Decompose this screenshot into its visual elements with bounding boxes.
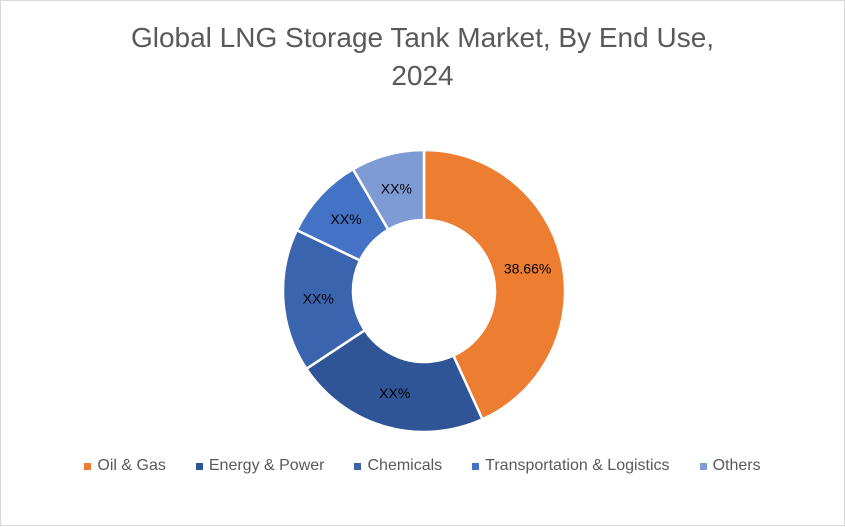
data-label: XX% <box>303 290 334 306</box>
data-label: XX% <box>381 181 412 197</box>
chart-title-line-1: Global LNG Storage Tank Market, By End U… <box>130 22 715 53</box>
legend-item: Energy & Power <box>195 457 325 475</box>
legend-swatch <box>354 462 362 470</box>
legend-label: Oil & Gas <box>97 457 166 474</box>
chart-title-line-2: 2024 <box>391 60 454 91</box>
legend-swatch <box>472 462 480 470</box>
legend-label: Energy & Power <box>208 457 325 474</box>
legend-label: Chemicals <box>367 457 443 474</box>
legend-swatch <box>195 462 203 470</box>
data-label: XX% <box>379 385 410 401</box>
donut-slice-others <box>351 148 426 232</box>
donut-slice-oil-gas <box>422 148 567 421</box>
donut-slice-energy-power <box>304 328 485 434</box>
data-label: XX% <box>330 211 361 227</box>
legend-item: Chemicals <box>354 457 442 475</box>
legend-swatch <box>699 462 707 470</box>
legend-label: Transportation & Logistics <box>485 457 670 474</box>
legend-item: Transportation & Logistics <box>472 457 670 475</box>
legend-item: Oil & Gas <box>84 457 166 475</box>
legend-item: Others <box>699 457 761 475</box>
legend: Oil & Gas Energy & Power Chemicals Transpor… <box>1 457 844 475</box>
legend-swatch <box>84 462 92 470</box>
chart-title: Global LNG Storage Tank Market, By End U… <box>1 19 844 95</box>
data-label: 38.66% <box>504 261 551 277</box>
legend-label: Others <box>712 457 761 474</box>
